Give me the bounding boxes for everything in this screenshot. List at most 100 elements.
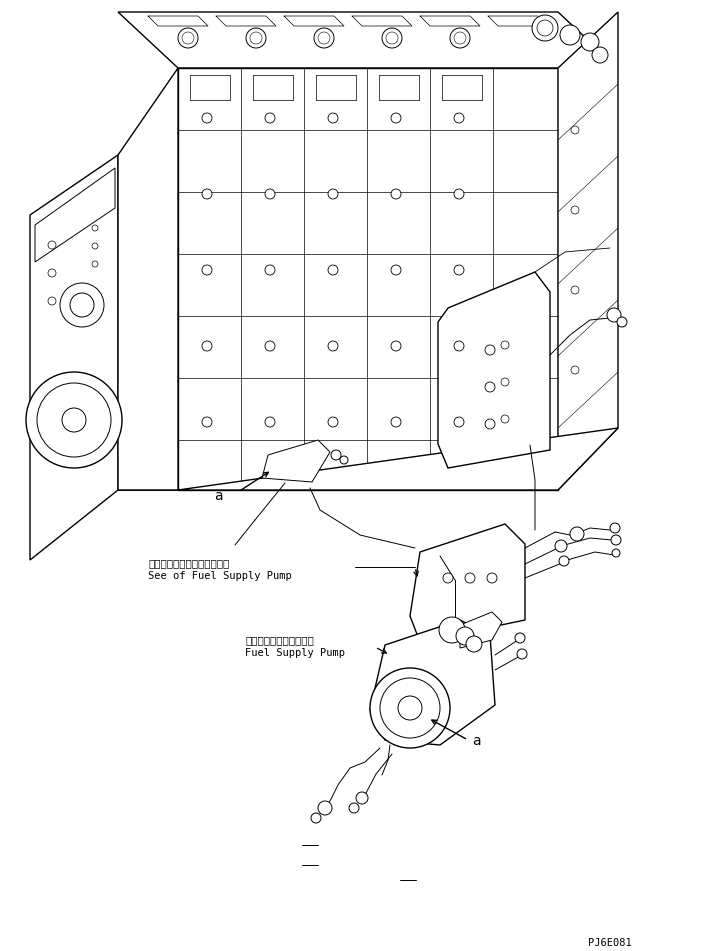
Polygon shape <box>262 440 330 482</box>
Circle shape <box>328 417 338 427</box>
Circle shape <box>356 792 368 804</box>
Circle shape <box>265 265 275 275</box>
Polygon shape <box>178 68 558 490</box>
Circle shape <box>60 283 104 327</box>
Circle shape <box>328 189 338 199</box>
Circle shape <box>501 341 509 349</box>
Circle shape <box>202 265 212 275</box>
Polygon shape <box>460 612 502 648</box>
Circle shape <box>202 341 212 351</box>
Circle shape <box>178 28 198 48</box>
Circle shape <box>48 241 56 249</box>
Circle shape <box>532 15 558 41</box>
Circle shape <box>581 33 599 51</box>
Circle shape <box>571 126 579 134</box>
Circle shape <box>398 696 422 720</box>
Circle shape <box>202 417 212 427</box>
Polygon shape <box>35 168 115 262</box>
Circle shape <box>265 189 275 199</box>
Circle shape <box>501 415 509 423</box>
Circle shape <box>571 206 579 214</box>
Circle shape <box>70 293 94 317</box>
Circle shape <box>202 113 212 123</box>
Circle shape <box>487 573 497 583</box>
Polygon shape <box>558 12 618 490</box>
Text: Fuel Supply Pump: Fuel Supply Pump <box>245 648 345 658</box>
Circle shape <box>517 649 527 659</box>
Circle shape <box>485 419 495 429</box>
Circle shape <box>560 25 580 45</box>
Circle shape <box>485 345 495 355</box>
Circle shape <box>37 383 111 457</box>
Circle shape <box>454 417 464 427</box>
Text: a: a <box>214 489 222 503</box>
Polygon shape <box>438 272 550 468</box>
Circle shape <box>246 28 266 48</box>
Circle shape <box>570 527 584 541</box>
Circle shape <box>349 803 359 813</box>
Circle shape <box>391 265 401 275</box>
Circle shape <box>607 308 621 322</box>
Circle shape <box>465 573 475 583</box>
Circle shape <box>328 265 338 275</box>
Circle shape <box>454 265 464 275</box>
Circle shape <box>382 28 402 48</box>
Circle shape <box>370 668 450 748</box>
Circle shape <box>454 32 466 44</box>
Circle shape <box>466 636 482 652</box>
Text: フェエルサプライポンプ: フェエルサプライポンプ <box>245 635 314 645</box>
Text: PJ6E081: PJ6E081 <box>588 938 632 948</box>
Circle shape <box>92 243 98 249</box>
Circle shape <box>439 617 465 643</box>
Circle shape <box>328 341 338 351</box>
Polygon shape <box>30 155 118 560</box>
Circle shape <box>456 627 474 645</box>
Circle shape <box>617 317 627 327</box>
Circle shape <box>202 189 212 199</box>
Circle shape <box>559 556 569 566</box>
Circle shape <box>391 341 401 351</box>
Circle shape <box>555 540 567 552</box>
Circle shape <box>515 633 525 643</box>
Circle shape <box>328 113 338 123</box>
Circle shape <box>612 549 620 557</box>
Polygon shape <box>118 428 618 490</box>
Circle shape <box>331 450 341 460</box>
Circle shape <box>386 32 398 44</box>
Polygon shape <box>370 620 495 745</box>
Circle shape <box>265 417 275 427</box>
Circle shape <box>26 372 122 468</box>
Circle shape <box>265 113 275 123</box>
Circle shape <box>485 382 495 392</box>
Circle shape <box>380 678 440 738</box>
Circle shape <box>92 225 98 231</box>
Circle shape <box>265 341 275 351</box>
Circle shape <box>250 32 262 44</box>
Circle shape <box>340 456 348 464</box>
Circle shape <box>48 297 56 305</box>
Text: a: a <box>472 734 480 748</box>
Polygon shape <box>118 68 178 490</box>
Circle shape <box>391 113 401 123</box>
Circle shape <box>611 535 621 545</box>
Circle shape <box>443 573 453 583</box>
Circle shape <box>391 417 401 427</box>
Text: フィエルサプライポンプ参照: フィエルサプライポンプ参照 <box>148 558 229 568</box>
Circle shape <box>182 32 194 44</box>
Circle shape <box>501 378 509 386</box>
Circle shape <box>454 341 464 351</box>
Circle shape <box>610 523 620 533</box>
Circle shape <box>62 408 86 432</box>
Circle shape <box>592 47 608 63</box>
Circle shape <box>314 28 334 48</box>
Circle shape <box>391 189 401 199</box>
Circle shape <box>571 286 579 294</box>
Circle shape <box>318 32 330 44</box>
Circle shape <box>311 813 321 823</box>
Circle shape <box>571 366 579 374</box>
Circle shape <box>92 261 98 267</box>
Text: See of Fuel Supply Pump: See of Fuel Supply Pump <box>148 571 292 581</box>
Circle shape <box>454 189 464 199</box>
Circle shape <box>48 269 56 277</box>
Circle shape <box>454 113 464 123</box>
